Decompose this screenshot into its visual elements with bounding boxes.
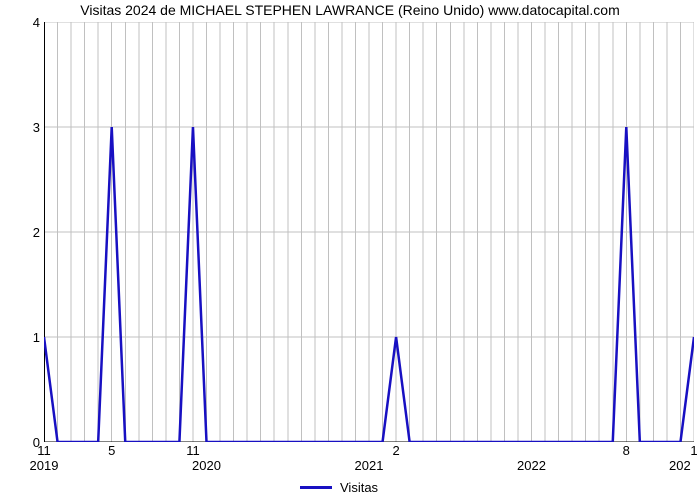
ytick-label: 3 [10,120,40,135]
point-label: 11 [32,443,56,458]
plot-area [44,22,694,442]
xtick-label: 2022 [507,458,557,473]
point-label: 8 [614,443,638,458]
plot-svg [44,22,694,442]
legend-swatch [300,486,332,489]
legend-label: Visitas [340,480,378,495]
point-label: 5 [100,443,124,458]
point-label: 11 [181,443,205,458]
xtick-label: 2020 [182,458,232,473]
ytick-label: 4 [10,15,40,30]
chart-title: Visitas 2024 de MICHAEL STEPHEN LAWRANCE… [0,2,700,18]
visits-line-chart: Visitas 2024 de MICHAEL STEPHEN LAWRANCE… [0,0,700,500]
ytick-label: 1 [10,330,40,345]
xtick-label: 2021 [344,458,394,473]
ytick-label: 2 [10,225,40,240]
xtick-label: 202 [669,458,699,473]
point-label: 1 [682,443,700,458]
xtick-label: 2019 [19,458,69,473]
legend: Visitas [300,480,378,495]
point-label: 2 [384,443,408,458]
